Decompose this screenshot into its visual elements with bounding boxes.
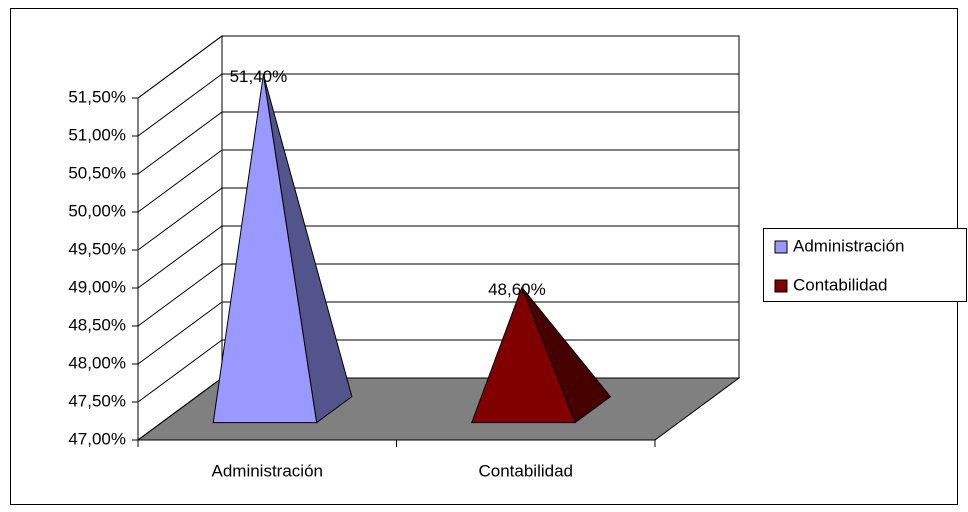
y-tick-label: 49,00% (68, 277, 126, 296)
data-label: 51,40% (230, 67, 288, 86)
y-tick-label: 50,50% (68, 163, 126, 182)
grid-line (137, 149, 223, 213)
y-tick-label: 48,00% (68, 353, 126, 372)
y-tick-label: 47,50% (68, 391, 126, 410)
pyramid-front (471, 285, 576, 424)
y-tick-label: 49,50% (68, 239, 126, 258)
legend-label: Administración (793, 236, 905, 255)
side-wall (137, 35, 223, 441)
legend-swatch (774, 240, 788, 254)
y-tick-label: 51,00% (68, 125, 126, 144)
y-tick-label: 50,00% (68, 201, 126, 220)
legend-box (763, 228, 967, 302)
grid-line (137, 225, 223, 289)
data-label: 48,60% (488, 280, 546, 299)
y-tick-label: 47,00% (68, 429, 126, 448)
x-tick-label: Contabilidad (478, 461, 573, 480)
grid-line (137, 263, 223, 327)
x-tick-label: Administración (212, 461, 324, 480)
grid-line (137, 111, 223, 175)
grid-line (137, 339, 223, 403)
legend-swatch (774, 279, 788, 293)
grid-line (137, 35, 223, 99)
grid-line (137, 187, 223, 251)
legend-label: Contabilidad (793, 275, 888, 294)
pyramid-front (212, 74, 318, 424)
grid-line (137, 73, 223, 137)
grid-line (137, 377, 223, 441)
grid-line (137, 301, 223, 365)
y-tick-label: 48,50% (68, 315, 126, 334)
y-tick-label: 51,50% (68, 87, 126, 106)
